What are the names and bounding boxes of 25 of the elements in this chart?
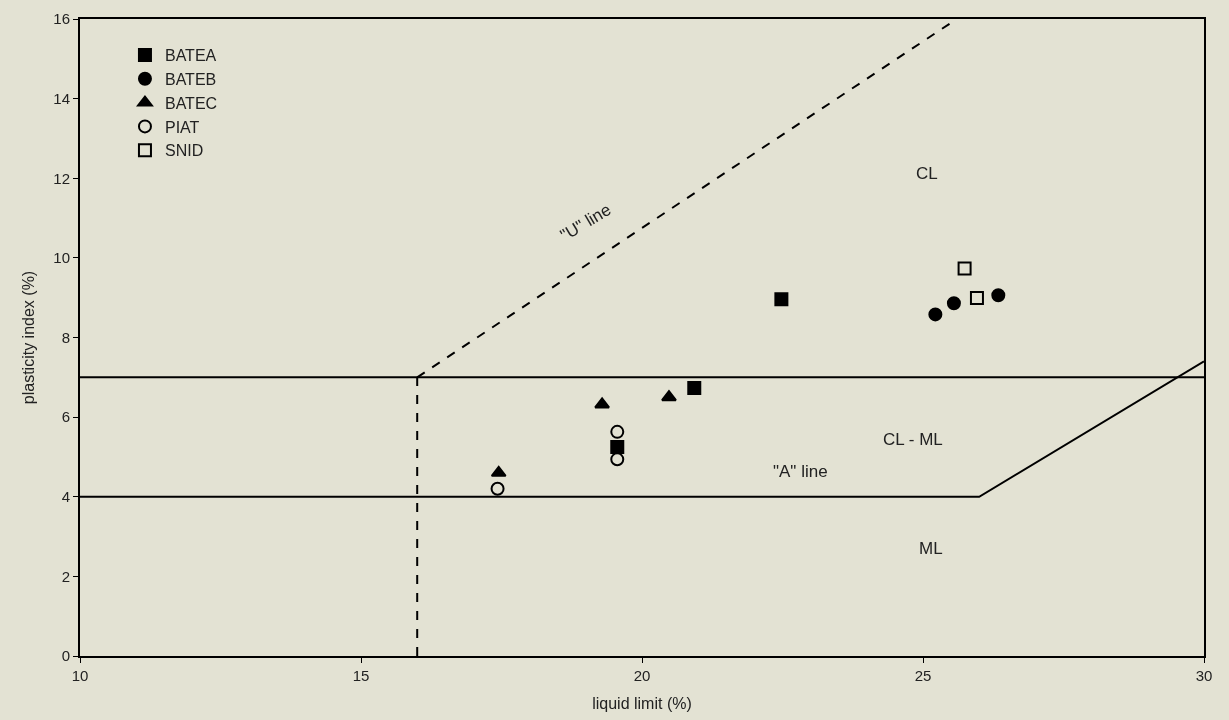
y-tick-label: 10: [53, 249, 70, 267]
x-tick-label: 30: [1195, 667, 1213, 684]
y-tick-label: 0: [61, 647, 70, 665]
legend-label: BATEA: [164, 47, 217, 65]
y-axis-title: plasticity index (%): [19, 270, 37, 405]
x-tick-label: 15: [352, 667, 370, 684]
y-tick-label: 8: [61, 328, 70, 346]
y-tick-label: 6: [61, 408, 70, 426]
x-tick-label: 20: [633, 667, 651, 684]
y-tick-label: 16: [53, 10, 70, 28]
annotation: "U" line: [556, 200, 615, 245]
annotation: CL: [916, 164, 938, 183]
y-tick-label: 2: [61, 567, 70, 585]
x-axis-title: liquid limit (%): [592, 695, 692, 713]
legend-label: SNID: [164, 142, 204, 160]
annotation: CL - ML: [883, 430, 943, 449]
y-tick-label: 14: [53, 89, 70, 107]
legend-label: BATEC: [164, 94, 218, 112]
x-tick-label: 25: [914, 667, 932, 684]
legend-label: PIAT: [164, 118, 200, 136]
y-tick-label: 12: [53, 169, 70, 187]
y-tick-label: 4: [61, 488, 70, 505]
legend-label: BATEB: [164, 71, 217, 89]
annotation: "A" line: [773, 462, 828, 481]
annotation: ML: [919, 539, 943, 558]
